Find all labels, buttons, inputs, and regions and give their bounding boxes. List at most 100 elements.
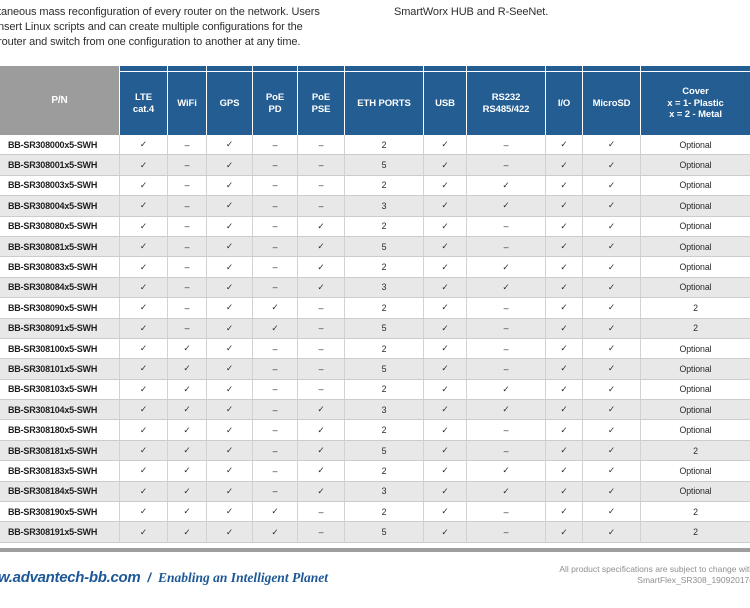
spec-cell: Optional xyxy=(679,241,712,252)
table-row: BB-SR308084x5-SWH ✓ – ✓ – ✓ 3 ✓ ✓ ✓ ✓ Optional xyxy=(0,277,750,299)
spec-cell: Optional xyxy=(679,180,712,191)
spec-cell: – xyxy=(298,359,345,379)
spec-cell: ✓ xyxy=(207,440,253,461)
column-header-label: I/O xyxy=(557,97,571,109)
spec-cell: ✓ xyxy=(424,216,467,236)
spec-cell: ✓ xyxy=(583,257,641,277)
column-header-cover: Cover x = 1- Plastic x = 2 - Metal xyxy=(641,66,750,135)
spec-cell: ✓ xyxy=(424,277,467,298)
spec-cell: ✓ xyxy=(583,175,641,196)
spec-cell: 3 xyxy=(345,196,424,216)
spec-cell: ✓ xyxy=(168,359,207,379)
spec-cell: – xyxy=(253,155,298,175)
spec-cell: 2 xyxy=(345,379,424,400)
spec-cell: ✓ xyxy=(546,318,583,338)
spec-cell: ✓ xyxy=(583,155,641,175)
spec-cell: 5 xyxy=(345,359,424,379)
spec-cell: – xyxy=(467,338,546,359)
spec-cell: ✓ xyxy=(120,175,168,196)
part-number-cell: BB-SR308084x5-SWH xyxy=(0,277,120,298)
spec-cell: ✓ xyxy=(120,196,168,216)
spec-cell: 2 xyxy=(345,502,424,522)
spec-cell: ✓ xyxy=(583,318,641,338)
column-header-usb: USB xyxy=(424,66,467,135)
spec-cell: ✓ xyxy=(120,318,168,338)
table-row: BB-SR308103x5-SWH ✓ ✓ ✓ – –2 ✓ ✓ ✓ ✓ Optional xyxy=(0,379,750,401)
spec-cell: ✓ xyxy=(298,400,345,420)
spec-cell: – xyxy=(298,196,345,216)
column-header-label: GPS xyxy=(219,97,240,109)
spec-cell: ✓ xyxy=(424,379,467,400)
column-header-label: LTE cat.4 xyxy=(132,92,155,115)
spec-cell: ✓ xyxy=(207,400,253,420)
spec-cell: ✓ xyxy=(168,440,207,461)
spec-cell: ✓ xyxy=(207,277,253,298)
website-url: w.advantech-bb.com xyxy=(0,568,141,586)
spec-cell: – xyxy=(168,135,207,155)
part-number-cell: BB-SR308090x5-SWH xyxy=(0,298,120,318)
spec-cell: ✓ xyxy=(298,481,345,502)
spec-cell: ✓ xyxy=(583,236,641,257)
header-cap xyxy=(120,66,167,72)
spec-cell: – xyxy=(253,277,298,298)
spec-cell: ✓ xyxy=(207,461,253,481)
spec-cell: – xyxy=(298,318,345,338)
spec-cell: ✓ xyxy=(546,257,583,277)
spec-cell: ✓ xyxy=(583,135,641,155)
table-row: BB-SR308000x5-SWH ✓ – ✓ – –2 ✓ – ✓ ✓ Optional xyxy=(0,135,750,156)
spec-cell: – xyxy=(253,196,298,216)
part-number-cell: BB-SR308184x5-SWH xyxy=(0,481,120,502)
table-row: BB-SR308101x5-SWH ✓ ✓ ✓ – –5 ✓ – ✓ ✓ Optional xyxy=(0,359,750,380)
table-row: BB-SR308183x5-SWH ✓ ✓ ✓ – ✓ 2 ✓ ✓ ✓ ✓ Optional xyxy=(0,461,750,482)
spec-cell: Optional xyxy=(679,465,712,476)
spec-cell: ✓ xyxy=(546,522,583,542)
header-cap xyxy=(546,66,582,72)
spec-cell: ✓ xyxy=(424,400,467,420)
part-number-cell: BB-SR308100x5-SWH xyxy=(0,338,120,359)
spec-cell: ✓ xyxy=(467,481,546,502)
spec-cell: Optional xyxy=(679,262,712,273)
spec-cell: – xyxy=(253,379,298,400)
spec-cell: ✓ xyxy=(583,298,641,318)
intro-line-2: nsert Linux scripts and can create multi… xyxy=(0,21,303,33)
column-header-rs232: RS232 RS485/422 xyxy=(467,66,546,135)
table-row: BB-SR308081x5-SWH ✓ – ✓ – ✓ 5 ✓ – ✓ ✓ Optional xyxy=(0,236,750,258)
header-cap xyxy=(253,66,297,72)
spec-cell: ✓ xyxy=(207,236,253,257)
spec-cell: – xyxy=(168,257,207,277)
spec-cell: ✓ xyxy=(424,359,467,379)
spec-cell: – xyxy=(467,359,546,379)
spec-cell: – xyxy=(168,277,207,298)
spec-cell: ✓ xyxy=(120,522,168,542)
spec-cell: ✓ xyxy=(120,461,168,481)
column-header-poe-pse: PoE PSE xyxy=(298,66,345,135)
spec-cell: ✓ xyxy=(583,379,641,400)
spec-cell: ✓ xyxy=(583,196,641,216)
spec-cell: ✓ xyxy=(207,135,253,155)
table-row: BB-SR308191x5-SWH ✓ ✓ ✓ ✓ –5 ✓ – ✓ ✓ 2 xyxy=(0,522,750,543)
column-header-label: PoE PSE xyxy=(311,92,331,115)
column-header-label: P/N xyxy=(51,94,68,106)
spec-cell: ✓ xyxy=(120,257,168,277)
spec-cell: ✓ xyxy=(546,236,583,257)
intro-right-line: SmartWorx HUB and R-SeeNet. xyxy=(394,6,549,18)
spec-cell: – xyxy=(298,502,345,522)
spec-cell: – xyxy=(298,175,345,196)
spec-cell: 5 xyxy=(345,155,424,175)
spec-cell: Optional xyxy=(679,282,712,293)
table-header-row: P/N LTE cat.4 WiFi GPS PoE PD PoE PSE xyxy=(0,66,750,135)
spec-cell: ✓ xyxy=(424,420,467,440)
spec-cell: 5 xyxy=(345,522,424,542)
spec-cell: ✓ xyxy=(298,440,345,461)
spec-cell: ✓ xyxy=(120,298,168,318)
spec-cell: ✓ xyxy=(546,420,583,440)
header-cap xyxy=(207,66,252,72)
spec-cell: ✓ xyxy=(546,379,583,400)
spec-cell: Optional xyxy=(679,404,712,415)
spec-cell: ✓ xyxy=(168,461,207,481)
spec-cell: – xyxy=(253,175,298,196)
spec-cell: ✓ xyxy=(546,277,583,298)
spec-cell: ✓ xyxy=(546,155,583,175)
spec-cell: 2 xyxy=(345,216,424,236)
table-row: BB-SR308001x5-SWH ✓ – ✓ – –5 ✓ – ✓ ✓ Optional xyxy=(0,155,750,176)
